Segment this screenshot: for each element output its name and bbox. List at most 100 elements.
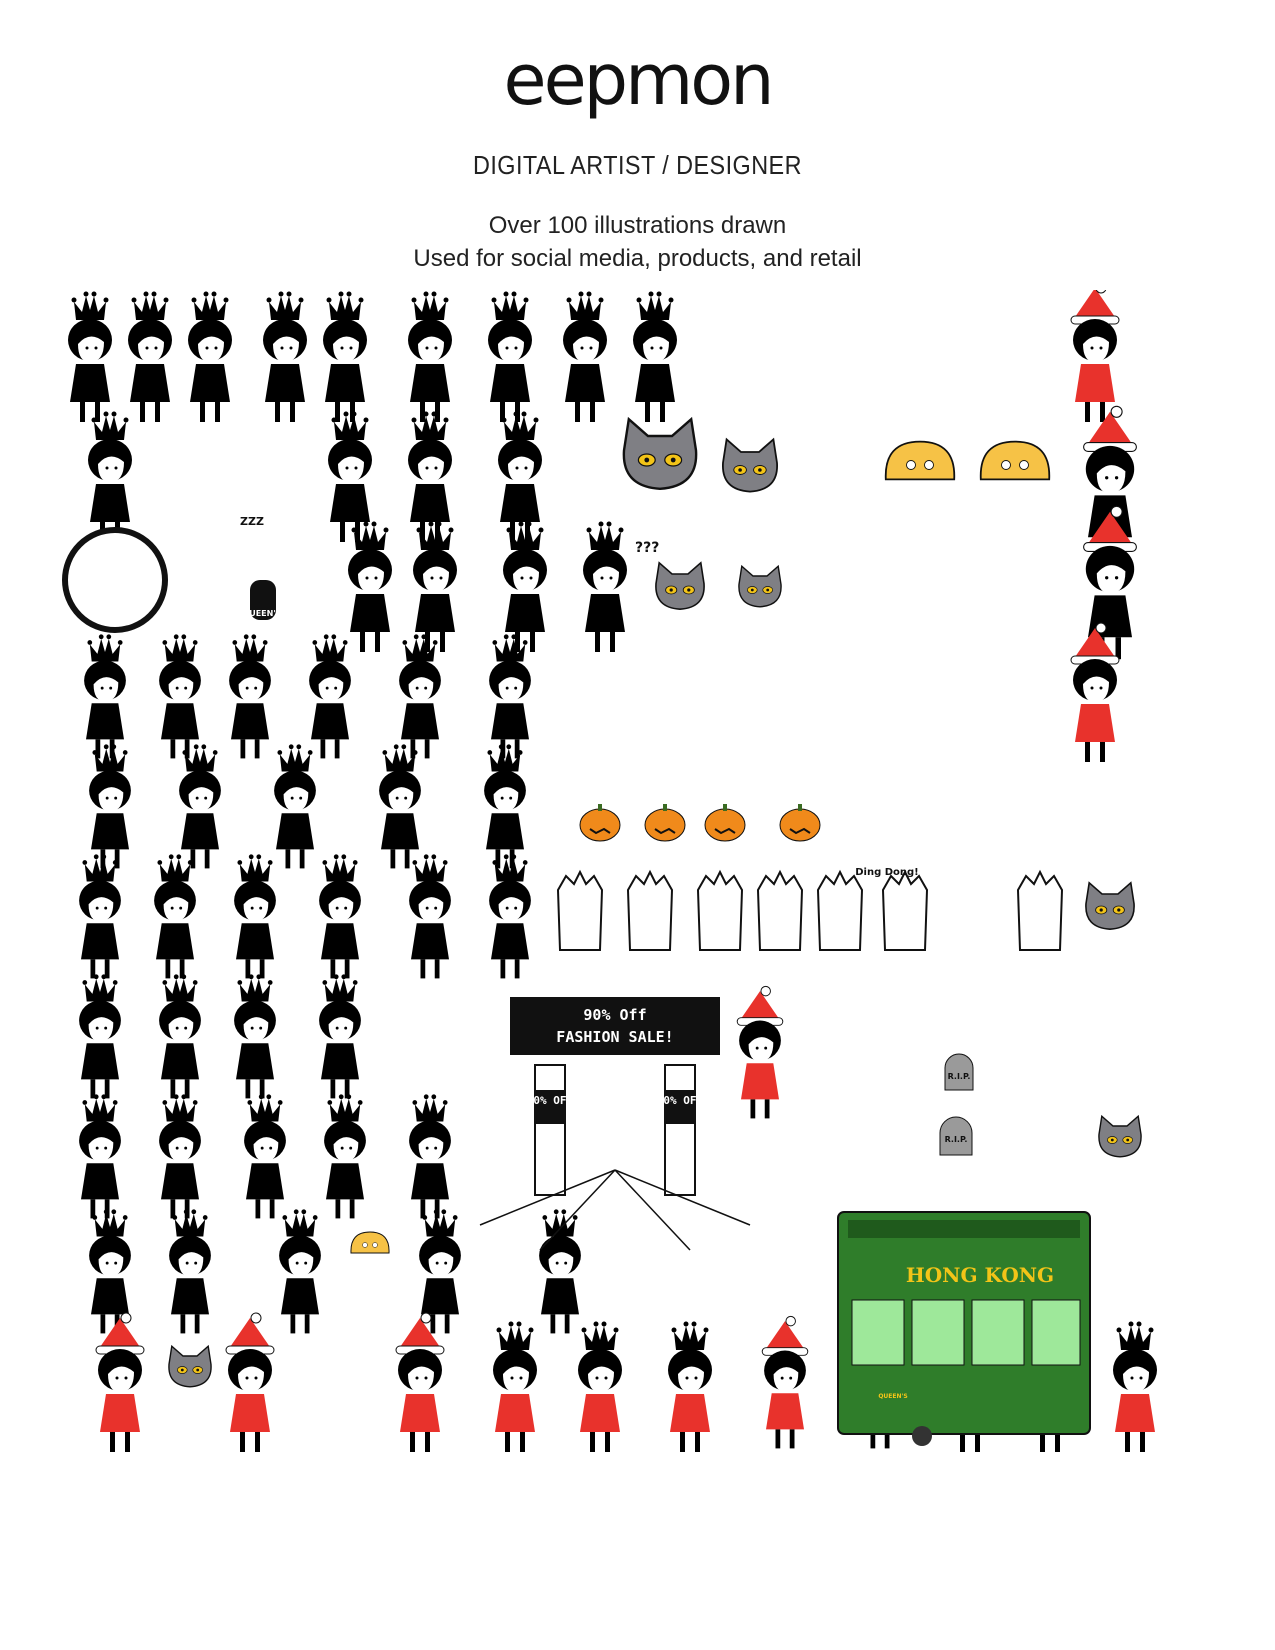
illustration-sheet: 90% Off FASHION SALE! 90% OFF 90% OFF HO… <box>0 290 1275 1650</box>
crown-girl-figure <box>244 1094 286 1219</box>
doorbell-sound: Ding Dong! <box>855 867 919 878</box>
crown-girl-figure <box>348 521 392 652</box>
hong-kong-tram: HONG KONG QUEEN'S <box>837 1211 1091 1446</box>
grey-cat-figure <box>622 416 698 491</box>
crown-girl-figure <box>578 1321 622 1452</box>
grey-cat-figure <box>722 437 778 493</box>
pumpkin-figure <box>704 804 746 842</box>
tram-logo: QUEEN'S <box>878 1393 907 1400</box>
page-header: eepmon DIGITAL ARTIST / DESIGNER Over 10… <box>0 40 1275 275</box>
crown-girl-figure <box>633 291 677 422</box>
santa-girl-figure <box>1070 622 1120 762</box>
crown-girl-figure <box>484 744 526 869</box>
confused-marks: ??? <box>635 540 659 556</box>
bun-figure <box>350 1231 390 1254</box>
crown-girl-figure <box>89 744 131 869</box>
tagline-line-1: Over 100 illustrations drawn <box>488 212 787 239</box>
crown-girl-figure <box>488 291 532 422</box>
tagline-line-2: Used for social media, products, and ret… <box>413 245 862 272</box>
crown-girl-figure <box>159 974 201 1099</box>
santa-girl-figure <box>1083 505 1137 660</box>
crown-girl-figure <box>503 521 547 652</box>
santa-girl-figure <box>95 1312 145 1452</box>
bun-figure <box>979 440 1051 481</box>
crown-girl-figure <box>179 744 221 869</box>
ghost-figure <box>696 869 744 951</box>
ghost-figure <box>756 869 804 951</box>
santa-girl-figure <box>225 1312 275 1452</box>
grey-cat-figure <box>1098 1114 1142 1158</box>
pumpkin-figure <box>644 804 686 842</box>
ghost-figure <box>881 869 929 951</box>
sleep-marks: ZZZ <box>240 515 264 528</box>
bun-figure <box>884 440 956 481</box>
crown-girl-figure <box>68 291 112 422</box>
crown-girl-figure <box>169 1209 211 1334</box>
crown-girl-figure <box>319 854 361 979</box>
crown-girl-figure <box>539 1209 581 1334</box>
crown-girl-figure <box>419 1209 461 1334</box>
brand-logo: eepmon <box>503 39 775 121</box>
grey-cat-figure <box>1085 881 1135 931</box>
grey-cat-figure <box>738 564 782 608</box>
crown-girl-figure <box>379 744 421 869</box>
tombstones: R.I.P. R.I.P. <box>939 1053 974 1156</box>
crown-girl-figure <box>89 1209 131 1334</box>
crown-girl-figure <box>324 1094 366 1219</box>
ghost-figure <box>626 869 674 951</box>
grey-cat-figure <box>655 561 705 611</box>
sweater-logo: QUEEN'S <box>242 609 281 618</box>
crown-girl-figure <box>408 411 452 542</box>
pumpkin-figure <box>779 804 821 842</box>
crown-girl-figure <box>563 291 607 422</box>
big-face-circle <box>62 527 168 633</box>
crown-girl-figure <box>1113 1321 1157 1452</box>
crown-girl-figure <box>188 291 232 422</box>
sale-sign-line-1: 90% Off <box>583 1006 646 1024</box>
tombstone-1: R.I.P. <box>948 1072 971 1081</box>
crown-girl-figure <box>493 1321 537 1452</box>
crown-girl-figure <box>583 521 627 652</box>
pumpkin-figure <box>579 804 621 842</box>
crown-girl-figure <box>279 1209 321 1334</box>
tombstone-2: R.I.P. <box>945 1135 968 1144</box>
fashion-sale-sign: 90% Off FASHION SALE! 90% OFF 90% OFF <box>479 997 751 1251</box>
sale-sign-line-2: FASHION SALE! <box>556 1028 673 1046</box>
crown-girl-figure <box>159 1094 201 1219</box>
crown-girl-figure <box>489 634 531 759</box>
tram-sign: HONG KONG <box>906 1263 1054 1287</box>
crown-girl-figure <box>489 854 531 979</box>
crown-girl-figure <box>79 1094 121 1219</box>
crown-girl-figure <box>408 291 452 422</box>
crown-girl-figure <box>84 634 126 759</box>
crown-girl-figure <box>274 744 316 869</box>
crown-girl-figure <box>319 974 361 1099</box>
ghost-figure <box>1016 869 1064 951</box>
grey-cat-figure <box>168 1344 212 1388</box>
crown-girl-figure <box>79 854 121 979</box>
crown-girl-figure <box>79 974 121 1099</box>
crown-girl-figure <box>413 521 457 652</box>
role-title: DIGITAL ARTIST / DESIGNER <box>473 150 802 180</box>
crown-girl-figure <box>668 1321 712 1452</box>
sale-door-right: 90% OFF <box>657 1094 703 1107</box>
tagline: Over 100 illustrations drawn Used for so… <box>0 209 1275 275</box>
santa-girl-figure <box>761 1315 809 1449</box>
crown-girl-figure <box>154 854 196 979</box>
queens-sweater <box>250 580 276 620</box>
crown-girl-figure <box>128 291 172 422</box>
santa-girl-figure <box>736 985 784 1119</box>
crown-girl-figure <box>409 854 451 979</box>
crown-girl-figure <box>88 411 132 542</box>
sale-door-left: 90% OFF <box>527 1094 573 1107</box>
crown-girl-figure <box>323 291 367 422</box>
santa-girl-figure <box>1070 290 1120 422</box>
crown-girl-figure <box>399 634 441 759</box>
crown-girl-figure <box>234 974 276 1099</box>
crown-girl-figure <box>328 411 372 542</box>
crown-girl-figure <box>234 854 276 979</box>
ghost-figure <box>556 869 604 951</box>
crown-girl-figure <box>159 634 201 759</box>
crown-girl-figure <box>309 634 351 759</box>
